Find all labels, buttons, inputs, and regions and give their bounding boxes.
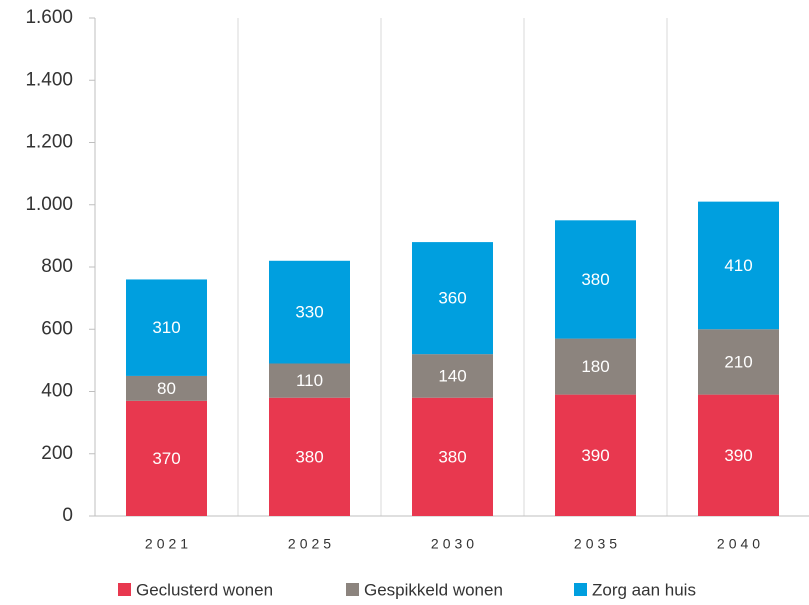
bar-segment: [555, 220, 636, 339]
data-label: 180: [581, 357, 609, 376]
bar-segment: [269, 397, 350, 516]
y-tick-label: 1.600: [25, 7, 73, 28]
data-label: 310: [152, 318, 180, 337]
bar-segment: [698, 201, 779, 330]
y-tick-label: 800: [41, 256, 73, 277]
bar-segment: [126, 375, 207, 401]
bar-segment: [412, 242, 493, 355]
data-label: 360: [438, 289, 466, 308]
y-tick-label: 400: [41, 381, 73, 402]
y-tick-label: 1.000: [25, 194, 73, 215]
legend-swatch: [574, 583, 587, 596]
data-label: 370: [152, 449, 180, 468]
bar-segment: [555, 338, 636, 395]
y-tick-label: 600: [41, 318, 73, 339]
x-tick-label: 2021: [145, 536, 192, 552]
bar-segment: [698, 329, 779, 395]
data-label: 380: [438, 447, 466, 466]
bar-segment: [126, 279, 207, 376]
y-tick-label: 1.400: [25, 69, 73, 90]
bar-segment: [269, 363, 350, 398]
bar-segment: [555, 394, 636, 516]
bar-segment: [412, 354, 493, 398]
legend-swatch: [118, 583, 131, 596]
legend-label: Zorg aan huis: [592, 580, 696, 599]
data-label: 390: [724, 446, 752, 465]
data-label: 330: [295, 303, 323, 322]
bar-segment: [269, 260, 350, 364]
data-label: 140: [438, 366, 466, 385]
data-label: 380: [581, 270, 609, 289]
x-tick-label: 2025: [288, 536, 335, 552]
data-label: 390: [581, 446, 609, 465]
legend-label: Gespikkeld wonen: [364, 580, 503, 599]
x-tick-label: 2030: [431, 536, 478, 552]
data-label: 80: [157, 379, 176, 398]
bar-segment: [412, 397, 493, 516]
x-tick-label: 2040: [717, 536, 764, 552]
legend-label: Geclusterd wonen: [136, 580, 273, 599]
data-label: 410: [724, 256, 752, 275]
y-tick-label: 200: [41, 443, 73, 464]
y-tick-label: 1.200: [25, 132, 73, 153]
legend-swatch: [346, 583, 359, 596]
bar-segment: [126, 400, 207, 516]
data-label: 380: [295, 447, 323, 466]
bar-segment: [698, 394, 779, 516]
data-label: 210: [724, 352, 752, 371]
data-label: 110: [296, 371, 323, 390]
y-tick-label: 0: [62, 505, 73, 526]
x-tick-label: 2035: [574, 536, 621, 552]
